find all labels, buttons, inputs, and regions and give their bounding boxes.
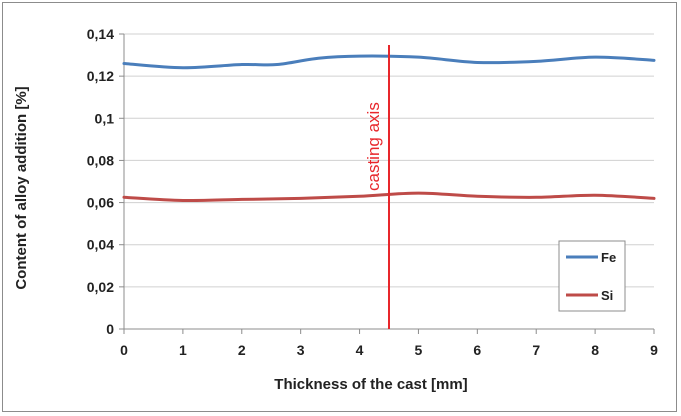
y-tick-label: 0,1	[95, 110, 115, 126]
x-tick-label: 7	[532, 342, 540, 358]
x-axis-title: Thickness of the cast [mm]	[274, 376, 467, 393]
y-tick-label: 0	[106, 321, 114, 337]
x-tick-label: 0	[120, 342, 128, 358]
x-tick-label: 2	[238, 342, 246, 358]
legend-box	[558, 240, 626, 312]
x-tick-label: 1	[179, 342, 187, 358]
casting-axis-label: casting axis	[364, 102, 383, 191]
y-tick-label: 0,14	[87, 26, 114, 42]
y-tick-label: 0,02	[87, 279, 114, 295]
x-tick-label: 9	[650, 342, 658, 358]
x-tick-label: 6	[473, 342, 481, 358]
legend: Fe Si	[558, 240, 626, 312]
y-tick-label: 0,06	[87, 195, 114, 211]
y-tick-label: 0,04	[87, 237, 114, 253]
tick-labels: 0 0,02 0,04 0,06 0,08 0,1 0,12 0,14 0 1 2 3 4 5 6 7 8 9	[87, 26, 658, 358]
x-tick-label: 5	[415, 342, 423, 358]
x-tick-label: 4	[356, 342, 364, 358]
y-tick-label: 0,08	[87, 152, 114, 168]
legend-label-fe: Fe	[601, 250, 616, 265]
series-line-fe	[122, 54, 656, 70]
annotations: casting axis	[364, 45, 390, 329]
y-axis-title: Content of alloy addition [%]	[13, 86, 30, 289]
x-tick-label: 8	[591, 342, 599, 358]
legend-label-si: Si	[601, 288, 613, 303]
x-tick-label: 3	[297, 342, 305, 358]
line-chart: casting axis 0 0,02 0,04 0,06 0,08 0,1 0,12 0,1…	[13, 26, 658, 393]
y-tick-label: 0,12	[87, 68, 114, 84]
chart-frame: casting axis 0 0,02 0,04 0,06 0,08 0,1 0,12 0,1…	[2, 2, 677, 412]
